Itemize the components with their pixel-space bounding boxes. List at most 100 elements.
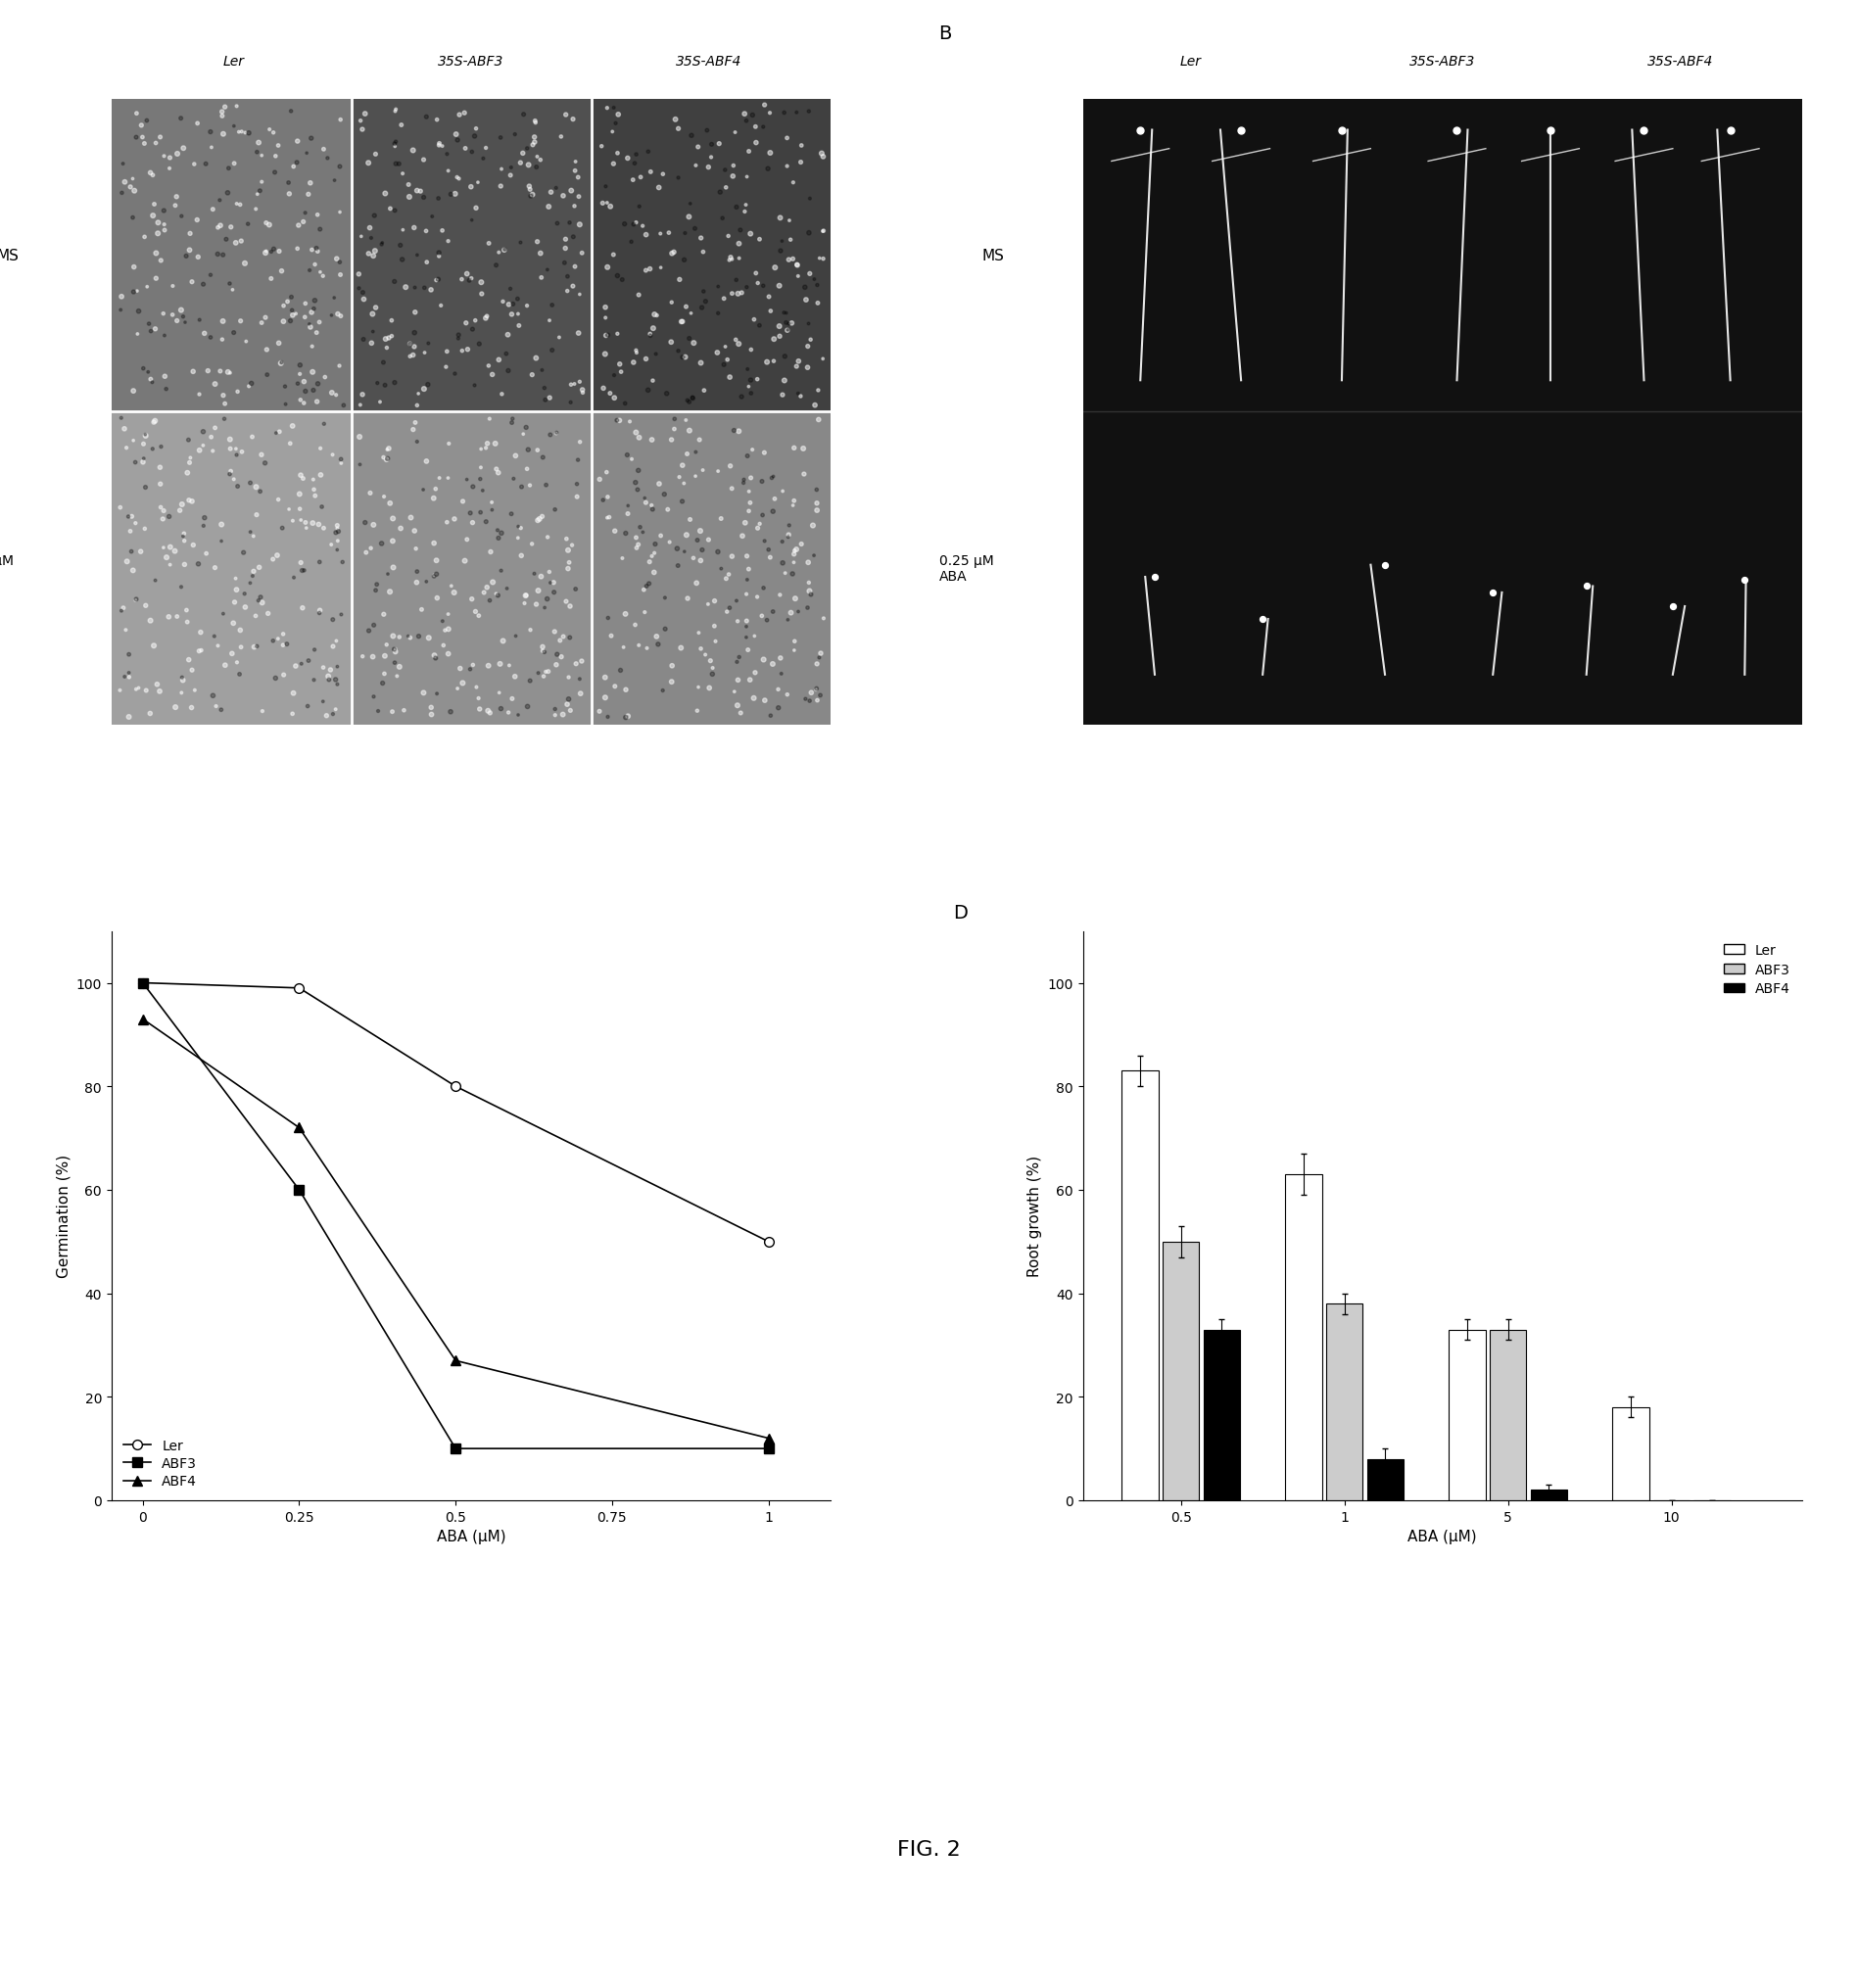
Point <box>496 161 526 193</box>
Point <box>671 406 700 437</box>
Point <box>498 288 528 320</box>
Point <box>779 491 808 523</box>
Point <box>111 547 141 579</box>
Point <box>779 433 808 465</box>
Point <box>149 195 178 227</box>
Point <box>780 535 810 567</box>
Point <box>656 326 686 358</box>
Point <box>626 163 656 195</box>
Point <box>323 525 353 557</box>
Point <box>535 306 565 338</box>
Point <box>537 177 567 209</box>
Point <box>686 348 715 380</box>
Point <box>368 348 398 380</box>
Point <box>797 678 827 710</box>
Point <box>401 427 431 459</box>
Point <box>782 535 812 567</box>
Point <box>225 306 255 338</box>
Point <box>420 561 450 592</box>
Point <box>464 463 494 495</box>
Point <box>414 328 444 360</box>
Point <box>535 557 565 588</box>
Point <box>472 433 502 465</box>
Point <box>723 664 752 696</box>
Point <box>487 517 517 549</box>
Point <box>749 437 779 469</box>
Point <box>422 582 451 614</box>
Point <box>121 509 150 541</box>
Point <box>559 191 589 223</box>
Point <box>567 239 596 270</box>
Point <box>741 258 771 290</box>
Point <box>780 626 810 658</box>
Point <box>130 223 160 254</box>
Point <box>325 350 355 382</box>
Point <box>156 549 186 580</box>
Point <box>732 105 762 137</box>
Point <box>217 274 247 306</box>
Point <box>401 557 431 588</box>
Point <box>292 137 321 169</box>
Point <box>308 513 338 545</box>
Point <box>548 622 578 654</box>
Point <box>474 229 504 260</box>
Point <box>665 632 695 664</box>
Point <box>264 131 294 163</box>
Point <box>305 509 334 541</box>
Point <box>409 272 438 304</box>
Point <box>191 539 221 571</box>
Point <box>630 596 660 628</box>
Point <box>552 586 582 618</box>
Point <box>299 465 329 497</box>
Point <box>427 606 457 638</box>
X-axis label: ABA (μM): ABA (μM) <box>1408 1529 1477 1545</box>
Point <box>661 533 691 565</box>
Point <box>219 111 249 143</box>
Point <box>353 239 383 270</box>
Point <box>747 467 777 499</box>
Point <box>247 586 277 618</box>
Point <box>457 262 487 294</box>
Point <box>284 360 314 392</box>
Point <box>803 475 832 507</box>
Point <box>360 575 390 606</box>
Point <box>290 288 320 320</box>
Point <box>697 141 726 173</box>
Point <box>624 529 654 561</box>
Point <box>591 302 621 334</box>
Point <box>366 229 396 260</box>
Point <box>609 209 639 241</box>
Point <box>700 586 730 618</box>
Point <box>617 443 647 475</box>
Point <box>530 386 559 417</box>
Point <box>695 646 725 678</box>
Point <box>106 596 136 628</box>
Point <box>706 553 736 584</box>
Point <box>513 133 543 165</box>
Point <box>236 569 266 600</box>
Text: Lеr: Lеr <box>223 54 245 68</box>
Point <box>790 272 819 304</box>
Point <box>609 388 639 419</box>
Point <box>284 350 314 382</box>
Point <box>697 658 726 690</box>
Point <box>522 505 552 537</box>
Point <box>260 662 290 694</box>
Point <box>424 239 453 270</box>
Bar <box>1449 1330 1485 1501</box>
Point <box>143 670 173 702</box>
Point <box>730 99 760 131</box>
Point <box>697 129 726 161</box>
Point <box>427 215 457 247</box>
Point <box>219 318 249 350</box>
Point <box>615 406 645 437</box>
Point <box>554 662 583 694</box>
Point <box>635 318 665 350</box>
Point <box>372 433 401 465</box>
Point <box>137 201 167 233</box>
Point <box>281 298 310 330</box>
Point <box>795 258 825 290</box>
Bar <box>1122 1072 1158 1501</box>
Point <box>795 324 825 356</box>
Point <box>1126 115 1156 147</box>
